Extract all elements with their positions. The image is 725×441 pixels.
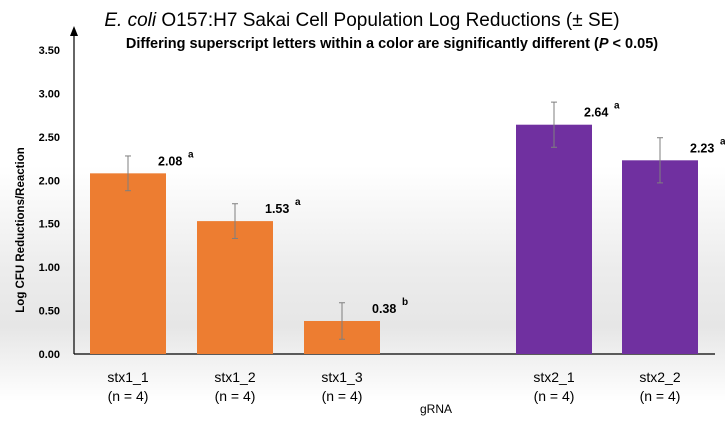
data-label-stx2_1: 2.64 bbox=[584, 106, 608, 120]
data-label-stx1_3: 0.38 bbox=[372, 302, 396, 316]
y-tick-label: 1.50 bbox=[39, 219, 60, 231]
y-axis-arrow bbox=[70, 26, 78, 36]
title-italic: E. coli bbox=[104, 10, 157, 31]
bar-stx1_1 bbox=[90, 173, 166, 354]
y-tick-label: 2.50 bbox=[39, 132, 60, 144]
y-tick-label: 1.00 bbox=[39, 262, 60, 274]
subtitle-italic: P bbox=[599, 36, 609, 52]
x-tick-label: stx2_2 bbox=[639, 369, 680, 385]
y-tick-label: 0.00 bbox=[39, 349, 60, 361]
x-tick-sample-size: (n = 4) bbox=[322, 388, 363, 404]
subtitle-post: < 0.05) bbox=[609, 36, 659, 52]
bar-stx2_1 bbox=[516, 124, 592, 354]
title-rest: O157:H7 Sakai Cell Population Log Reduct… bbox=[156, 10, 620, 31]
x-tick-label: stx1_2 bbox=[214, 369, 255, 385]
data-label-stx1_1: 2.08 bbox=[158, 154, 182, 168]
x-tick-sample-size: (n = 4) bbox=[215, 388, 256, 404]
chart-title: E. coli O157:H7 Sakai Cell Population Lo… bbox=[104, 10, 619, 31]
x-axis-label: gRNA bbox=[420, 402, 452, 416]
plot-area: 0.00 0.50 1.00 1.50 2.00 2.50 3.00 3.50 2.08 a stx… bbox=[39, 26, 725, 404]
x-tick-sample-size: (n = 4) bbox=[534, 388, 575, 404]
x-tick-label: stx2_1 bbox=[533, 369, 574, 385]
y-tick-label: 2.00 bbox=[39, 175, 60, 187]
y-tick-label: 3.00 bbox=[39, 88, 60, 100]
x-tick-sample-size: (n = 4) bbox=[108, 388, 149, 404]
y-tick-label: 0.50 bbox=[39, 306, 60, 318]
chart-subtitle: Differing superscript letters within a c… bbox=[126, 36, 658, 52]
significance-letter: a bbox=[295, 197, 301, 208]
y-axis-label: Log CFU Reductions/Reaction bbox=[15, 147, 27, 312]
significance-letter: a bbox=[614, 101, 620, 112]
significance-letter: a bbox=[720, 136, 725, 147]
y-tick-label: 3.50 bbox=[39, 45, 60, 57]
bar-stx2_2 bbox=[622, 160, 698, 354]
significance-letter: a bbox=[188, 149, 194, 160]
x-tick-label: stx1_1 bbox=[107, 369, 148, 385]
x-tick-label: stx1_3 bbox=[321, 369, 362, 385]
subtitle-pre: Differing superscript letters within a c… bbox=[126, 36, 599, 52]
data-label-stx1_2: 1.53 bbox=[265, 202, 289, 216]
x-tick-sample-size: (n = 4) bbox=[640, 388, 681, 404]
bar-stx1_2 bbox=[197, 221, 273, 354]
data-label-stx2_2: 2.23 bbox=[690, 141, 714, 155]
significance-letter: b bbox=[402, 297, 408, 308]
